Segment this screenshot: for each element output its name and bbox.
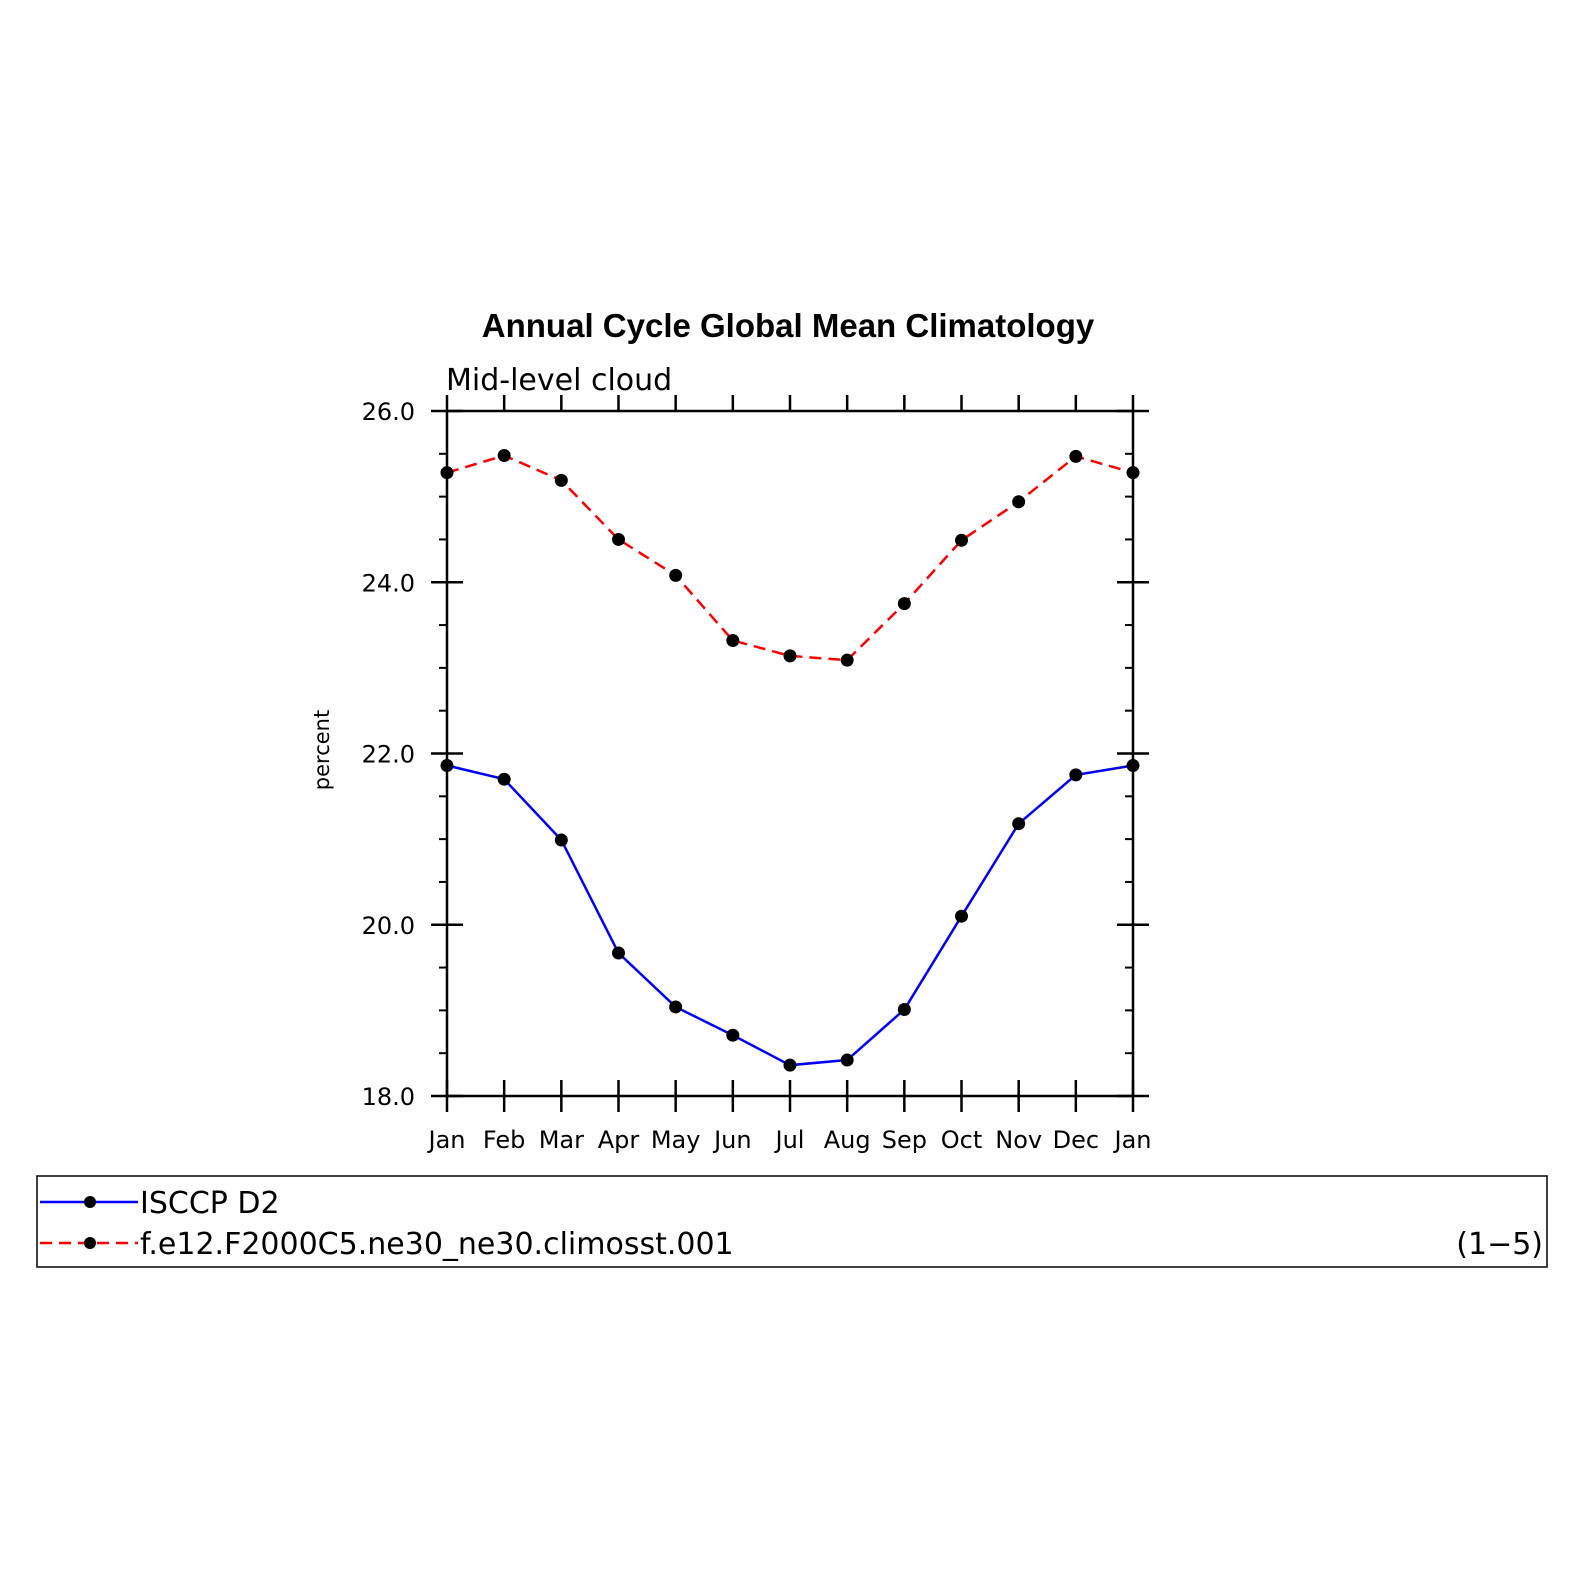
data-point: [497, 772, 511, 786]
x-tick-label: Dec: [1053, 1126, 1099, 1154]
x-tick-label: Jan: [1113, 1126, 1152, 1154]
data-point: [554, 473, 568, 487]
series-line-1: [446, 454, 1134, 662]
data-point: [783, 1058, 797, 1072]
data-point: [554, 833, 568, 847]
x-tick-label: Feb: [483, 1126, 526, 1154]
y-axis-label: percent: [310, 710, 334, 790]
data-point: [726, 633, 740, 647]
chart-subtitle: Mid-level cloud: [446, 363, 672, 398]
x-tick-label: Apr: [598, 1126, 640, 1154]
data-point: [669, 568, 683, 582]
legend-marker-isccp: [84, 1196, 96, 1208]
data-point: [783, 649, 797, 663]
data-point: [497, 449, 511, 463]
data-point: [1126, 466, 1140, 480]
data-point: [955, 909, 968, 923]
y-tick-label: 20.0: [362, 912, 415, 940]
data-point: [612, 946, 625, 960]
x-tick-label: Jun: [712, 1126, 752, 1154]
series-line-0: [446, 764, 1134, 1067]
data-point: [669, 1000, 683, 1014]
data-point: [840, 1053, 854, 1067]
data-point: [897, 1003, 911, 1017]
y-tick-label: 22.0: [362, 741, 415, 769]
data-point: [1126, 758, 1140, 772]
data-point: [1069, 768, 1083, 782]
x-tick-label: Aug: [824, 1126, 871, 1154]
plot-frame: [445, 409, 1135, 1098]
x-tick-label: Oct: [941, 1126, 983, 1154]
data-point: [726, 1028, 740, 1042]
x-tick-label: May: [651, 1126, 701, 1154]
legend-box: [36, 1175, 1548, 1268]
series-lines: [446, 454, 1134, 1067]
series-points: [440, 449, 1140, 1072]
data-point: [612, 532, 625, 546]
data-point: [440, 758, 454, 772]
legend-label-model: f.e12.F2000C5.ne30_ne30.climosst.001: [140, 1227, 734, 1262]
x-tick-label: Jan: [427, 1126, 466, 1154]
data-point: [955, 533, 968, 547]
data-point: [1012, 817, 1026, 831]
data-point: [897, 597, 911, 611]
data-point: [840, 653, 854, 667]
y-tick-label: 26.0: [362, 398, 415, 426]
x-tick-label: Sep: [882, 1126, 927, 1154]
x-tick-label: Mar: [539, 1126, 584, 1154]
data-point: [1012, 495, 1026, 509]
data-point: [440, 466, 454, 480]
x-tick-label: Nov: [995, 1126, 1042, 1154]
legend-note: (1−5): [1456, 1227, 1543, 1262]
legend-marker-model: [84, 1237, 96, 1249]
axis-ticks: Jan Feb Mar Apr May Jun Jul Aug Sep Oct Nov Dec Jan 1…: [362, 395, 1152, 1154]
y-tick-label: 24.0: [362, 569, 415, 597]
legend: ISCCP D2 f.e12.F2000C5.ne30_ne30.climoss…: [36, 1175, 1548, 1268]
y-tick-label: 18.0: [362, 1083, 415, 1111]
data-point: [1069, 449, 1083, 463]
legend-label-isccp: ISCCP D2: [140, 1186, 280, 1221]
chart-title: Annual Cycle Global Mean Climatology: [482, 307, 1095, 344]
x-tick-label: Jul: [774, 1126, 805, 1154]
